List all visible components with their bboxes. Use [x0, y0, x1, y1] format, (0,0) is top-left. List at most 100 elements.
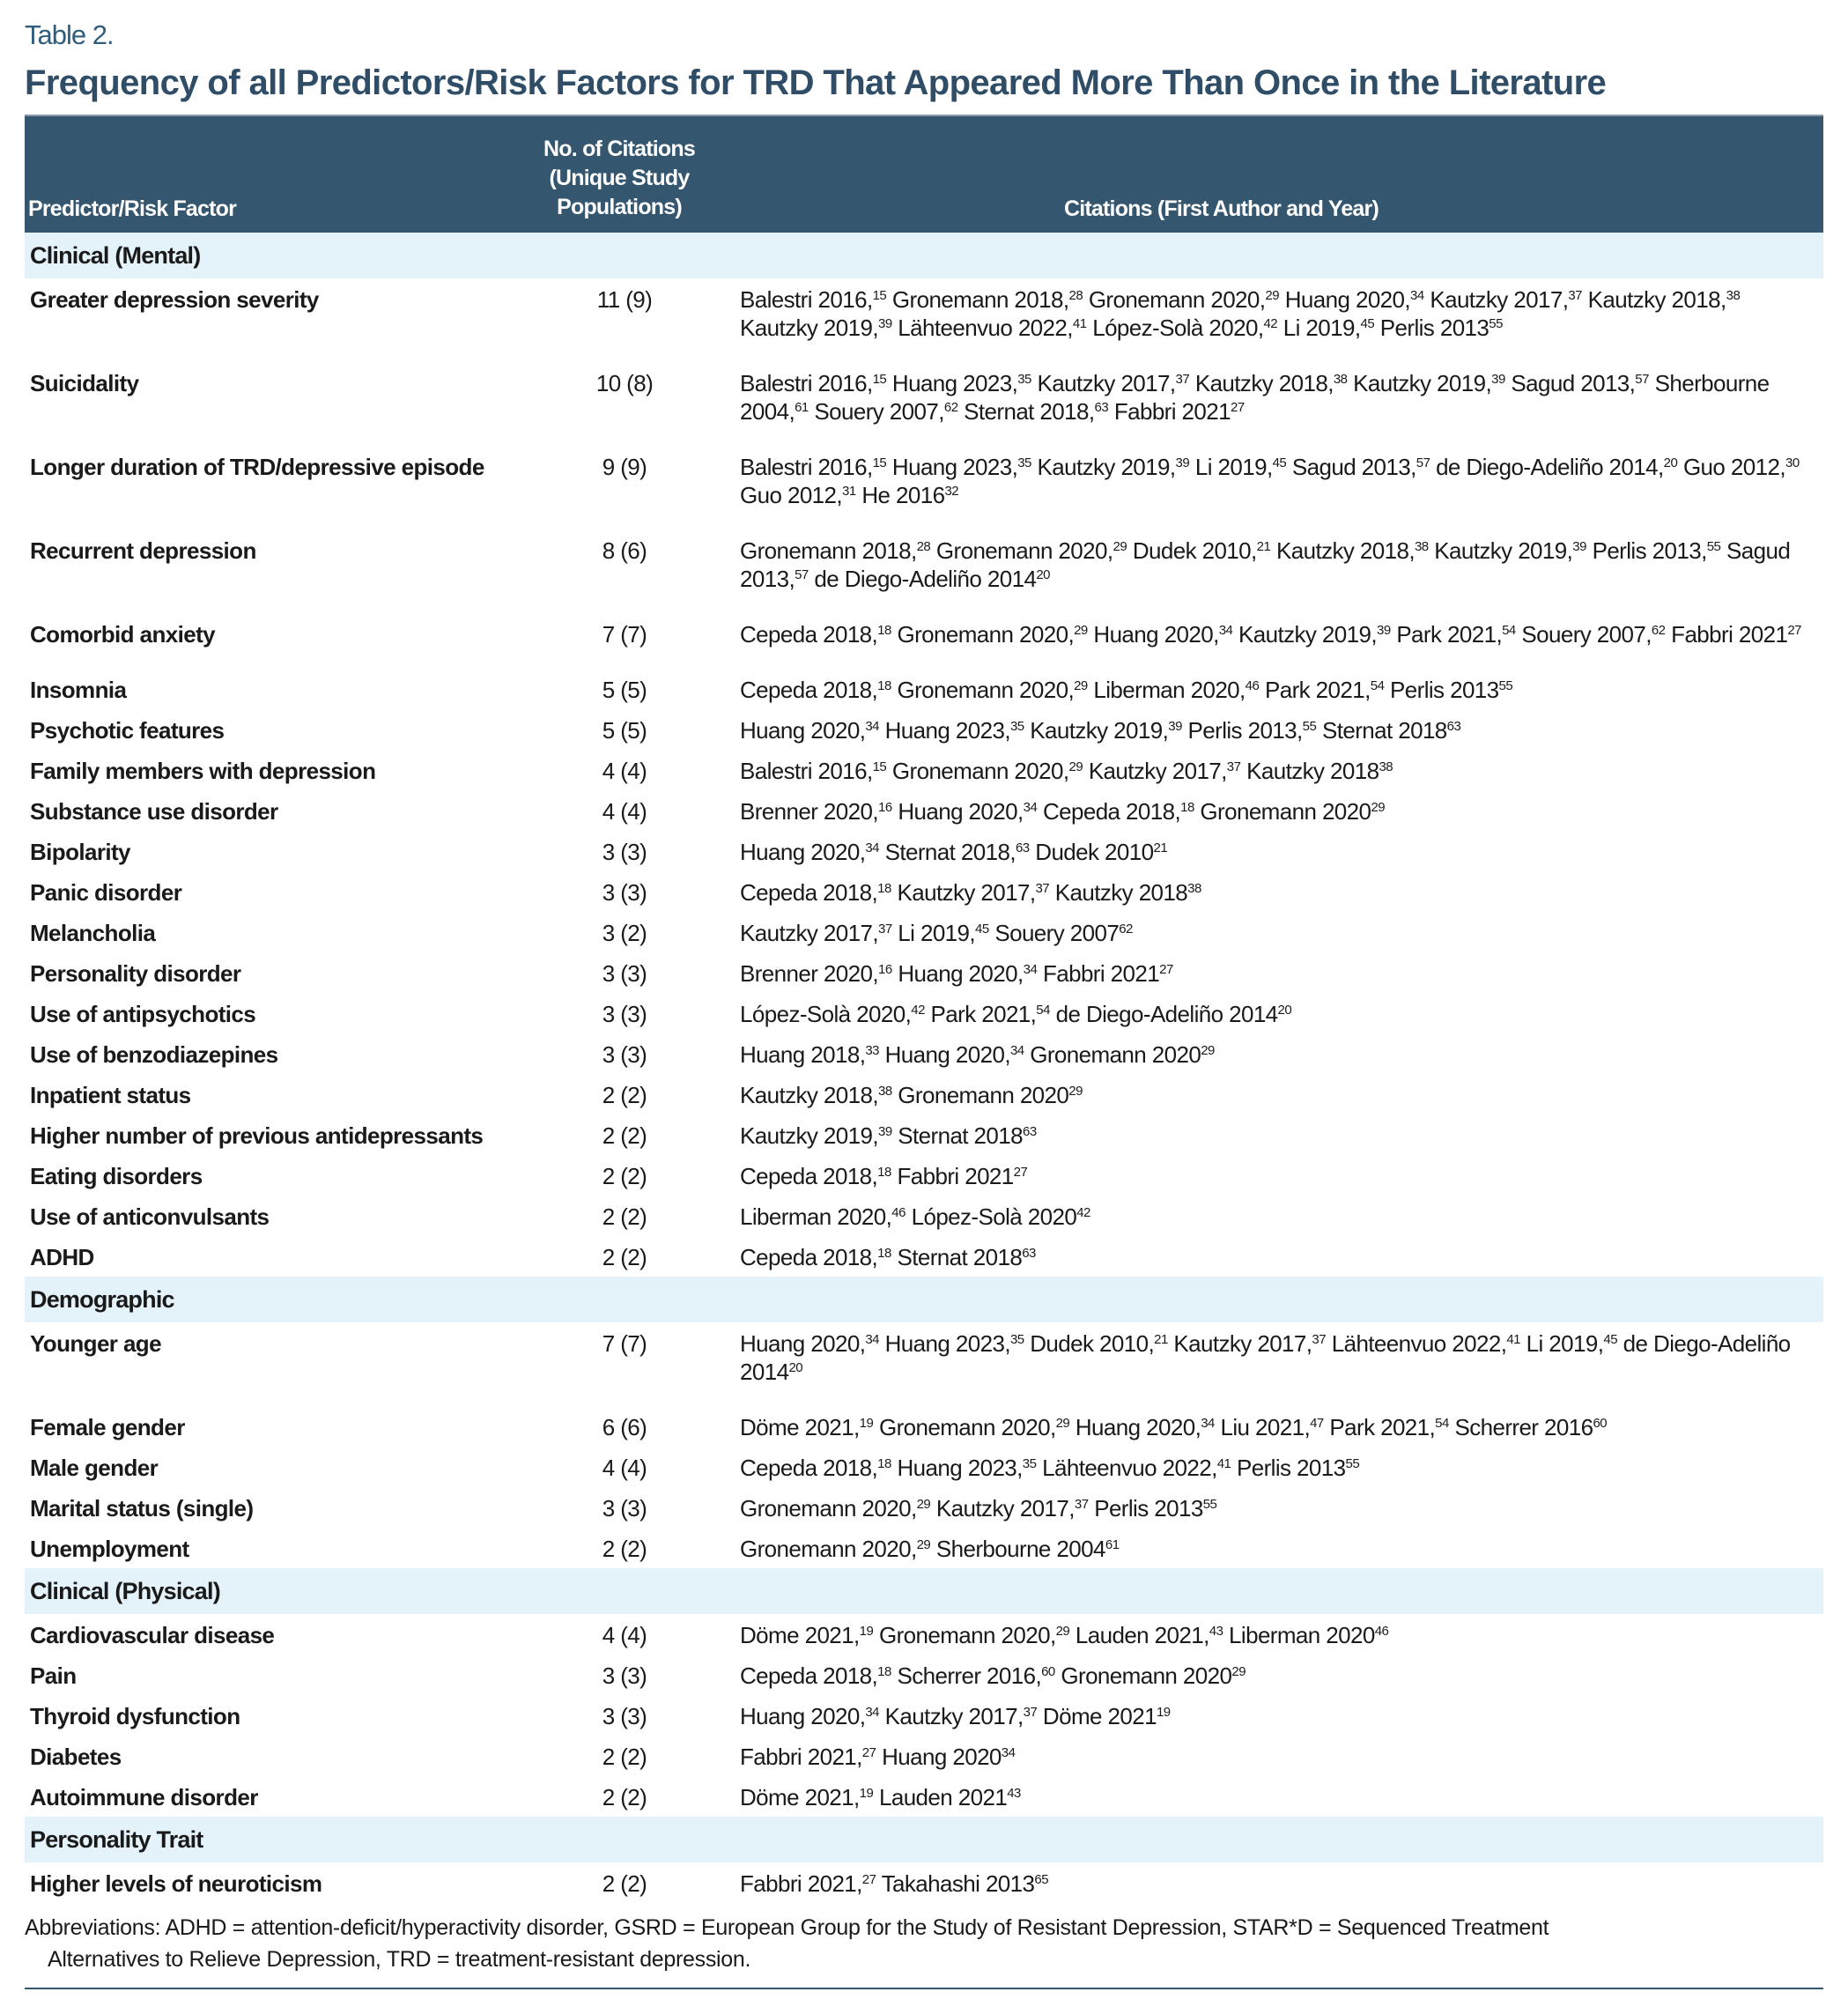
citation-author: Kautzky 2019 — [1037, 454, 1171, 480]
reference-number: 32 — [944, 484, 959, 499]
footnote: Abbreviations: ADHD = attention-deficit/… — [25, 1912, 1822, 1975]
citation-list: Gronemann 2018,28 Gronemann 2020,29 Dude… — [740, 537, 1791, 592]
table-row: Diabetes 2 (2) Fabbri 2021,27 Huang 202034 — [25, 1736, 1823, 1776]
citation-count: 7 (7) — [602, 1330, 647, 1357]
citation-author: Fabbri 2021 — [1671, 621, 1788, 648]
table-row: Use of antipsychotics 3 (3) López-Solà 202… — [25, 993, 1823, 1033]
citation-list: Huang 2020,34 Huang 2023,35 Kautzky 2019… — [740, 717, 1461, 744]
reference-number: 39 — [1491, 372, 1505, 387]
header-line: Populations) — [557, 195, 683, 219]
table-row: Use of anticonvulsants 2 (2) Liberman 2020… — [25, 1196, 1823, 1236]
reference-number: 55 — [1302, 719, 1317, 734]
reference-number: 19 — [859, 1416, 874, 1431]
citation-author: Sagud 2013 — [1511, 370, 1630, 396]
citation-author: Li 2019 — [1194, 454, 1268, 480]
table-row: Longer duration of TRD/depressive episod… — [25, 446, 1823, 529]
reference-number: 63 — [1022, 1246, 1036, 1261]
predictor-name: ADHD — [30, 1244, 94, 1270]
citation-author: Gronemann 2020 — [891, 758, 1064, 784]
reference-number: 60 — [1041, 1664, 1055, 1679]
reference-number: 16 — [878, 962, 892, 977]
reference-number: 18 — [877, 678, 891, 693]
reference-number: 35 — [1017, 372, 1031, 387]
table-row: Marital status (single) 3 (3) Gronemann 20… — [25, 1487, 1823, 1528]
citation-author: Lähteenvuo 2022 — [1331, 1330, 1502, 1357]
reference-number: 27 — [1013, 1165, 1028, 1180]
citation-author: Cepeda 2018 — [740, 621, 872, 648]
citation-author: Li 2019 — [1283, 315, 1356, 341]
reference-number: 20 — [1277, 1003, 1292, 1018]
table-row: Comorbid anxiety 7 (7) Cepeda 2018,18 Gron… — [25, 613, 1823, 669]
predictor-name: Diabetes — [30, 1744, 122, 1770]
reference-number: 37 — [1226, 759, 1241, 774]
reference-number: 61 — [1105, 1537, 1120, 1552]
citation-author: Fabbri 2021 — [740, 1744, 857, 1770]
reference-number: 37 — [1175, 372, 1190, 387]
citation-count: 6 (6) — [602, 1414, 647, 1440]
citation-author: Kautzky 2018 — [1275, 537, 1409, 564]
table-row: Male gender 4 (4) Cepeda 2018,18 Huang 202… — [25, 1447, 1823, 1487]
reference-number: 37 — [1568, 288, 1583, 303]
citation-count: 2 (2) — [602, 1082, 647, 1108]
citation-author: Huang 2020 — [882, 1744, 1002, 1770]
reference-number: 27 — [861, 1872, 876, 1887]
reference-number: 18 — [877, 881, 891, 896]
table-row: Female gender 6 (6) Döme 2021,19 Gronemann… — [25, 1406, 1823, 1447]
citation-author: Kautzky 2017 — [884, 1703, 1018, 1729]
reference-number: 45 — [1272, 455, 1287, 470]
citation-author: Kautzky 2018 — [1587, 286, 1721, 313]
table-row: Thyroid dysfunction 3 (3) Huang 2020,34 Ka… — [25, 1695, 1823, 1736]
reference-number: 29 — [1265, 288, 1280, 303]
reference-number: 55 — [1706, 539, 1721, 554]
table-row: Higher number of previous antidepressant… — [25, 1114, 1823, 1155]
citation-author: Perlis 2013 — [1237, 1455, 1346, 1481]
table-row: Melancholia 3 (2) Kautzky 2017,37 Li 2019,… — [25, 912, 1823, 952]
predictor-name: Bipolarity — [30, 839, 131, 865]
citation-count: 5 (5) — [602, 677, 647, 703]
citation-author: Gronemann 2020 — [1200, 798, 1371, 825]
reference-number: 41 — [1216, 1456, 1231, 1471]
citation-author: Sternat 2018 — [897, 1244, 1023, 1270]
reference-number: 39 — [1572, 539, 1586, 554]
citation-author: Huang 2023 — [891, 454, 1012, 480]
reference-number: 43 — [1209, 1624, 1223, 1639]
citation-count: 10 (8) — [595, 370, 654, 396]
citation-author: Lähteenvuo 2022 — [1042, 1455, 1212, 1481]
predictor-name: Recurrent depression — [30, 537, 256, 564]
reference-number: 65 — [1034, 1872, 1049, 1887]
reference-number: 18 — [877, 1664, 891, 1679]
citation-author: Li 2019 — [898, 920, 970, 946]
citation-author: Fabbri 2021 — [1113, 398, 1231, 425]
citation-author: Park 2021 — [1396, 621, 1497, 648]
citation-list: Brenner 2020,16 Huang 2020,34 Cepeda 201… — [740, 798, 1386, 825]
citation-author: He 2016 — [861, 482, 945, 508]
citation-author: Gronemann 2020 — [1030, 1041, 1201, 1068]
citation-author: Kautzky 2018 — [1246, 758, 1379, 784]
reference-number: 63 — [1094, 400, 1109, 415]
citation-author: Park 2021 — [930, 1001, 1031, 1027]
reference-number: 28 — [916, 539, 931, 554]
citation-author: Döme 2021 — [740, 1784, 854, 1810]
reference-number: 29 — [1074, 678, 1088, 693]
header-citations: Citations (First Author and Year) — [1064, 196, 1379, 221]
header-citation-count: No. of Citations (Unique Study Populatio… — [518, 135, 721, 222]
citation-author: Huang 2020 — [740, 839, 860, 865]
citation-author: Kautzky 2019 — [1434, 537, 1567, 564]
citation-author: Lauden 2021 — [878, 1784, 1008, 1810]
citation-author: Scherrer 2016 — [1454, 1414, 1593, 1440]
section-band: Personality Trait — [25, 1817, 1823, 1862]
predictor-name: Comorbid anxiety — [30, 621, 216, 648]
section-band: Clinical (Mental) — [25, 233, 1823, 278]
citation-count: 4 (4) — [602, 1622, 647, 1648]
reference-number: 20 — [788, 1360, 803, 1375]
table-row: Eating disorders 2 (2) Cepeda 2018,18 Fabb… — [25, 1155, 1823, 1196]
reference-number: 18 — [1180, 800, 1194, 815]
citation-author: Kautzky 2018 — [740, 1082, 873, 1108]
citation-author: Fabbri 2021 — [1042, 960, 1160, 987]
citation-list: Döme 2021,19 Gronemann 2020,29 Huang 202… — [740, 1414, 1608, 1440]
reference-number: 34 — [1023, 800, 1038, 815]
citation-list: Cepeda 2018,18 Scherrer 2016,60 Groneman… — [740, 1662, 1246, 1689]
citation-count: 2 (2) — [602, 1203, 647, 1230]
citation-count: 2 (2) — [602, 1536, 647, 1562]
table-row: Higher levels of neuroticism 2 (2) Fabbri … — [25, 1862, 1823, 1903]
